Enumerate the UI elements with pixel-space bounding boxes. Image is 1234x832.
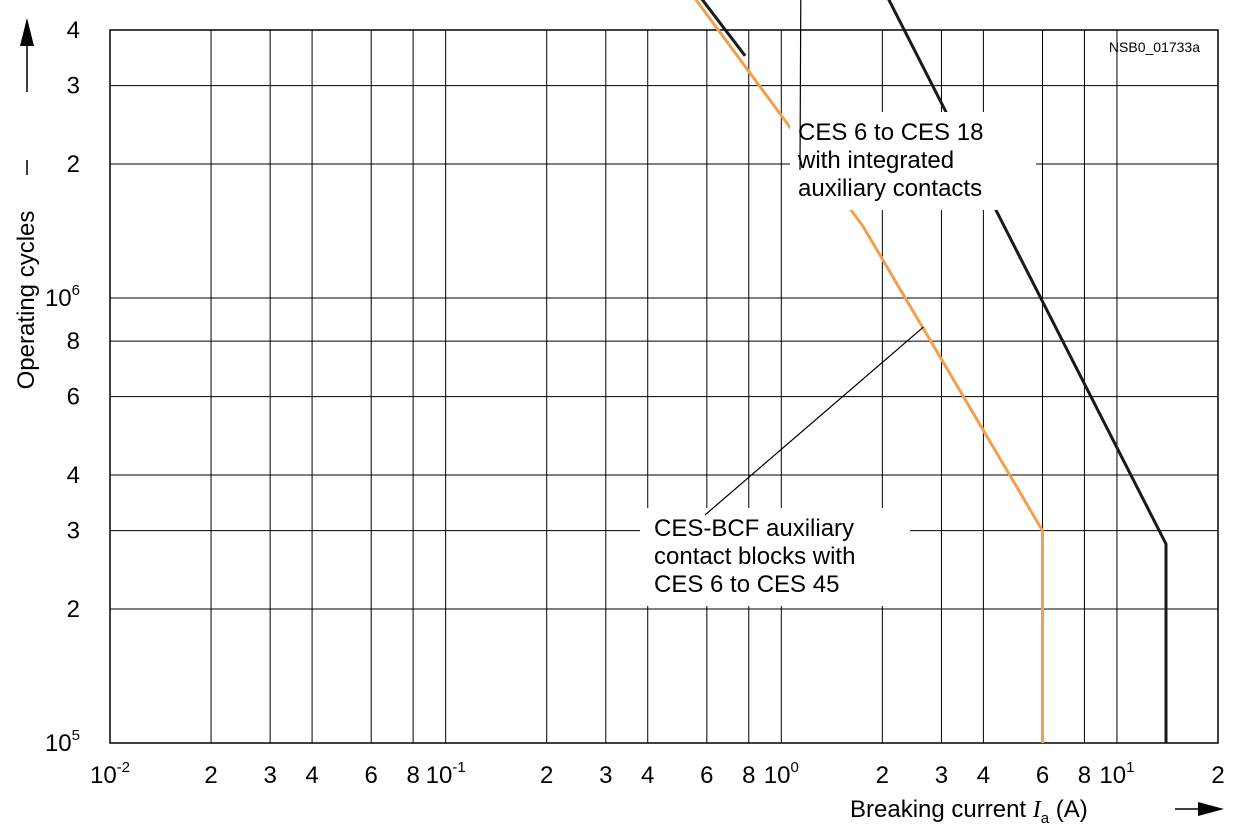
y-tick-base: 4 (67, 17, 80, 44)
x-tick-base: 6 (365, 762, 378, 789)
x-tick-base: 3 (599, 762, 612, 789)
x-tick-label: 101 (1099, 759, 1134, 789)
annotation-leader (704, 326, 924, 516)
x-tick-base: 8 (406, 762, 419, 789)
series-line-1 (887, 0, 1168, 743)
x-tick-label: 100 (764, 759, 799, 789)
annotation-leader (799, 0, 802, 171)
x-tick-base: 2 (876, 762, 889, 789)
y-tick-label: 8 (67, 328, 80, 355)
series-layer (694, 0, 1168, 743)
y-tick-label: 2 (67, 596, 80, 623)
x-tick-base: 6 (1036, 762, 1049, 789)
x-tick-exponent: -2 (117, 759, 130, 776)
annotation-line: CES 6 to CES 18 (798, 119, 983, 146)
x-axis-label-prefix: Breaking current (850, 796, 1033, 823)
x-tick-label: 8 (742, 762, 755, 789)
y-tick-label: 3 (67, 518, 80, 545)
x-tick-label: 2 (204, 762, 217, 789)
y-axis-arrow-icon (20, 18, 34, 46)
x-axis-label: Breaking current Ia (A) (850, 796, 1088, 827)
annotation-box (790, 112, 1036, 210)
x-tick-label: 6 (365, 762, 378, 789)
x-tick-label: 2 (1211, 762, 1224, 789)
x-axis-label-subscript: a (1041, 810, 1050, 827)
annotation-layer: CES 6 to CES 18 with integrated auxiliary … (640, 0, 1036, 606)
figure-code: NSB0_01733a (1109, 39, 1200, 55)
x-tick-base: 3 (263, 762, 276, 789)
annotation-text: CES 6 to CES 18 with integrated auxiliary … (797, 119, 983, 202)
x-tick-label: 4 (977, 762, 990, 789)
x-tick-label: 10-2 (90, 759, 130, 789)
x-tick-label: 4 (305, 762, 318, 789)
x-tick-label: 6 (1036, 762, 1049, 789)
x-tick-label: 2 (540, 762, 553, 789)
annotation-line: auxiliary contacts (798, 175, 982, 202)
y-tick-label: 4 (67, 17, 80, 44)
x-tick-label: 10-1 (426, 759, 466, 789)
y-tick-label: 3 (67, 73, 80, 100)
x-tick-base: 3 (935, 762, 948, 789)
x-tick-base: 10 (1099, 762, 1126, 789)
annotation-line: CES-BCF auxiliary (654, 515, 854, 542)
annotation-line: with integrated (797, 147, 954, 174)
y-tick-exponent: 5 (72, 727, 80, 744)
y-axis-label: Operating cycles (13, 211, 40, 390)
tick-labels: 10-2 2 3 4 6 8 10-1 2 3 4 6 8 100 2 3 4 6 8 101 21052346810… (45, 17, 1225, 789)
y-tick-label: 4 (67, 462, 80, 489)
y-tick-label: 2 (67, 151, 80, 178)
x-tick-base: 4 (305, 762, 318, 789)
annotation-box (640, 508, 910, 606)
x-tick-base: 2 (1211, 762, 1224, 789)
x-tick-base: 2 (204, 762, 217, 789)
y-tick-exponent: 6 (72, 282, 80, 299)
x-tick-label: 3 (935, 762, 948, 789)
x-tick-base: 8 (1078, 762, 1091, 789)
x-tick-base: 10 (764, 762, 791, 789)
x-tick-label: 6 (700, 762, 713, 789)
y-tick-base: 4 (67, 462, 80, 489)
y-axis-title: Operating cycles (13, 211, 40, 390)
x-tick-label: 4 (641, 762, 654, 789)
y-tick-base: 10 (45, 285, 72, 312)
x-axis-label-symbol: I (1032, 797, 1042, 823)
grid (110, 29, 1218, 743)
x-tick-label: 2 (876, 762, 889, 789)
y-tick-base: 3 (67, 518, 80, 545)
x-tick-label: 8 (1078, 762, 1091, 789)
y-tick-label: 106 (45, 282, 80, 312)
y-tick-label: 105 (45, 727, 80, 757)
x-tick-base: 10 (426, 762, 453, 789)
x-tick-label: 3 (263, 762, 276, 789)
y-tick-base: 2 (67, 596, 80, 623)
x-tick-exponent: -1 (452, 759, 465, 776)
y-tick-base: 6 (67, 384, 80, 411)
y-tick-base: 3 (67, 73, 80, 100)
x-tick-base: 4 (977, 762, 990, 789)
y-tick-base: 2 (67, 151, 80, 178)
plot-frame (109, 29, 1219, 744)
annotation-text: CES-BCF auxiliary contact blocks with CES … (654, 515, 855, 598)
x-tick-exponent: 0 (790, 759, 798, 776)
y-tick-base: 8 (67, 328, 80, 355)
x-tick-base: 8 (742, 762, 755, 789)
x-tick-base: 2 (540, 762, 553, 789)
x-tick-exponent: 1 (1126, 759, 1134, 776)
annotation-line: contact blocks with (654, 543, 855, 570)
x-tick-label: 8 (406, 762, 419, 789)
x-tick-base: 10 (90, 762, 117, 789)
x-tick-base: 4 (641, 762, 654, 789)
x-tick-base: 6 (700, 762, 713, 789)
annotation-line: CES 6 to CES 45 (654, 571, 839, 598)
y-tick-base: 10 (45, 730, 72, 757)
x-tick-label: 3 (599, 762, 612, 789)
y-tick-label: 6 (67, 384, 80, 411)
x-axis-label-suffix: (A) (1049, 796, 1088, 823)
series-line-3 (694, 0, 1044, 743)
x-axis-arrow-icon (1198, 802, 1224, 816)
